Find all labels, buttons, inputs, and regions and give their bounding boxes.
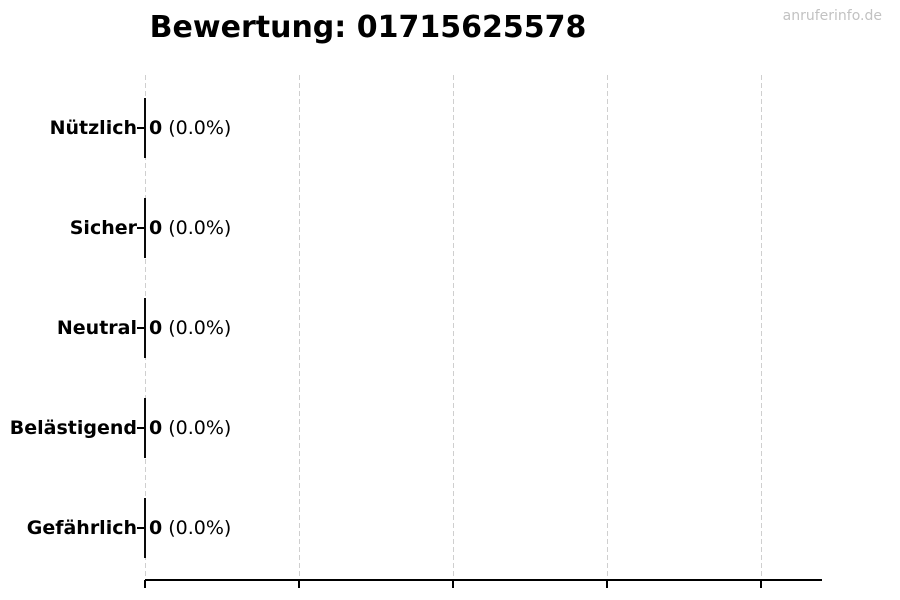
y-axis-tick: [137, 127, 144, 129]
gridline: [607, 75, 608, 580]
bar-row: Neutral 0 (0.0%): [0, 278, 900, 378]
gridline: [453, 75, 454, 580]
bar-percentage: (0.0%): [168, 217, 232, 239]
bar-value: 0: [149, 417, 163, 439]
gridline: [299, 75, 300, 580]
bar-value-label: 0 (0.0%): [149, 517, 231, 539]
category-label: Neutral: [56, 317, 137, 339]
category-label: Gefährlich: [26, 517, 137, 539]
gridline: [761, 75, 762, 580]
y-axis-tick: [137, 227, 144, 229]
bar-row: Belästigend 0 (0.0%): [0, 378, 900, 478]
x-axis-tick: [144, 580, 146, 588]
x-axis-line: [145, 579, 822, 581]
bar-value: 0: [149, 317, 163, 339]
watermark: anruferinfo.de: [782, 8, 882, 24]
y-axis-tick: [137, 527, 144, 529]
bar-value-label: 0 (0.0%): [149, 317, 231, 339]
y-axis-tick: [137, 427, 144, 429]
category-label: Nützlich: [49, 117, 137, 139]
bar-value-label: 0 (0.0%): [149, 217, 231, 239]
chart-title: Bewertung: 01715625578: [149, 10, 587, 45]
bar-row: Gefährlich 0 (0.0%): [0, 478, 900, 578]
zero-value-bar: [144, 498, 146, 558]
zero-value-bar: [144, 398, 146, 458]
x-axis-tick: [298, 580, 300, 588]
bar-row: Sicher 0 (0.0%): [0, 178, 900, 278]
bar-value: 0: [149, 217, 163, 239]
zero-value-bar: [144, 198, 146, 258]
x-axis-tick: [452, 580, 454, 588]
zero-value-bar: [144, 98, 146, 158]
bar-value-label: 0 (0.0%): [149, 117, 231, 139]
y-axis-tick: [137, 327, 144, 329]
bar-value: 0: [149, 517, 163, 539]
bar-percentage: (0.0%): [168, 317, 232, 339]
category-label: Sicher: [69, 217, 137, 239]
bar-percentage: (0.0%): [168, 117, 232, 139]
zero-value-bar: [144, 298, 146, 358]
bar-value-label: 0 (0.0%): [149, 417, 231, 439]
bar-percentage: (0.0%): [168, 417, 232, 439]
x-axis-tick: [606, 580, 608, 588]
category-label: Belästigend: [9, 417, 137, 439]
bar-row: Nützlich 0 (0.0%): [0, 78, 900, 178]
bar-value: 0: [149, 117, 163, 139]
bar-percentage: (0.0%): [168, 517, 232, 539]
x-axis-tick: [760, 580, 762, 588]
